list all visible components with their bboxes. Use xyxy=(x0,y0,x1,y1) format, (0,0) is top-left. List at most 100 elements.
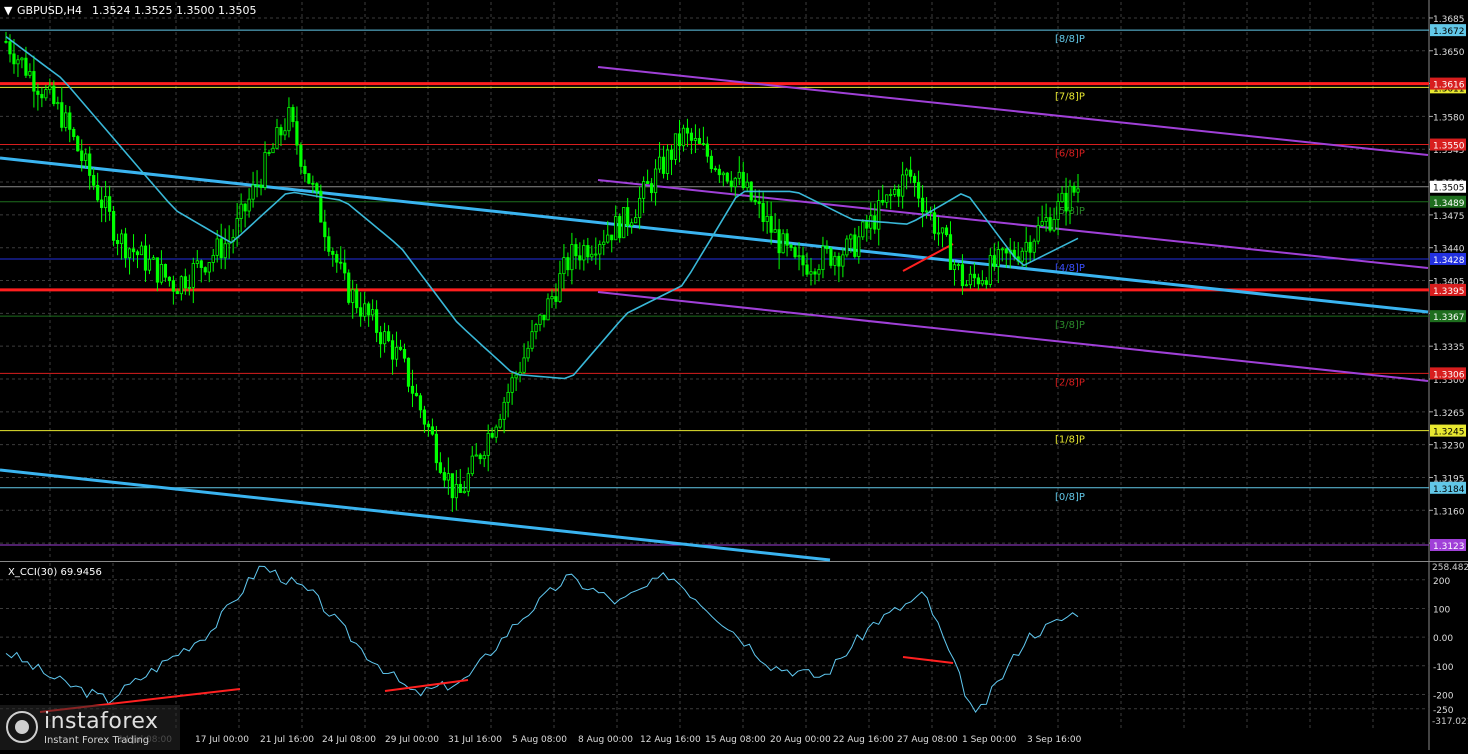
candle-body xyxy=(905,169,909,176)
candle-body xyxy=(275,127,279,149)
price-tick-label: 1.3580 xyxy=(1433,113,1465,123)
candle-body xyxy=(586,245,590,258)
moving-average-line xyxy=(5,36,1079,380)
candle-body xyxy=(546,298,550,321)
candle-body xyxy=(713,168,717,170)
candle-body xyxy=(638,197,642,218)
candle-body xyxy=(490,432,494,438)
candle-body xyxy=(562,257,566,275)
candle-body xyxy=(618,216,622,239)
price-tick-label: 1.3545 xyxy=(1433,146,1465,156)
candle-body xyxy=(211,254,215,263)
candle-body xyxy=(123,233,128,259)
time-label: 29 Jul 00:00 xyxy=(385,735,439,745)
candle-body xyxy=(343,262,347,274)
murrey-level-value: 1.3184 xyxy=(1433,485,1465,495)
candle-body xyxy=(841,254,845,267)
candle-body xyxy=(801,255,805,266)
candle-body xyxy=(526,347,530,359)
candle-body xyxy=(785,233,789,246)
candle-body xyxy=(709,155,713,169)
candle-body xyxy=(203,267,207,273)
time-label: 31 Jul 16:00 xyxy=(448,735,502,745)
candle-body xyxy=(28,71,32,76)
price-tick-label: 1.3685 xyxy=(1433,15,1465,25)
candle-body xyxy=(677,133,682,147)
time-label: 8 Aug 00:00 xyxy=(578,735,633,745)
dropdown-arrow-icon[interactable]: ▼ xyxy=(4,4,13,17)
candle-body xyxy=(936,232,941,235)
candle-body xyxy=(920,197,925,212)
time-label: 15 Aug 08:00 xyxy=(705,735,766,745)
candle-body xyxy=(673,133,678,160)
murrey-level-tag xyxy=(1430,252,1466,265)
time-label: 12 Aug 16:00 xyxy=(640,735,701,745)
murrey-level-value: 1.3306 xyxy=(1433,370,1465,380)
candle-body xyxy=(1048,217,1052,231)
candle-body xyxy=(398,346,403,350)
candle-body xyxy=(837,255,841,267)
candle-body xyxy=(940,227,945,234)
candle-body xyxy=(291,107,295,122)
candle-body xyxy=(506,391,510,403)
candle-body xyxy=(351,289,355,303)
murrey-level-tag xyxy=(1430,138,1466,151)
price-tick-label: 1.3195 xyxy=(1433,474,1465,484)
candle-body xyxy=(909,169,913,177)
candle-body xyxy=(414,392,419,397)
cci-divergence-line xyxy=(384,679,469,692)
candle-body xyxy=(359,307,363,317)
candle-body xyxy=(566,257,570,271)
candle-body xyxy=(295,121,299,146)
candle-body xyxy=(889,194,893,196)
candle-body xyxy=(207,262,211,273)
red-level-value: 1.3395 xyxy=(1433,287,1465,297)
candle-body xyxy=(865,221,869,229)
time-label: 3 Sep 16:00 xyxy=(1027,735,1082,745)
candle-body xyxy=(187,286,191,289)
candle-body xyxy=(402,349,407,359)
candle-body xyxy=(119,233,124,245)
candle-body xyxy=(622,207,626,239)
candle-body xyxy=(693,138,698,141)
candle-body xyxy=(781,233,785,254)
candle-body xyxy=(1060,192,1064,203)
time-label: 24 Jul 08:00 xyxy=(322,735,376,745)
candle-body xyxy=(733,177,737,188)
candle-body xyxy=(283,130,287,136)
channel-upper xyxy=(597,66,1429,156)
candle-body xyxy=(614,216,618,241)
candle-body xyxy=(92,175,96,186)
candle-body xyxy=(183,276,187,289)
candle-body xyxy=(538,314,542,325)
candle-body xyxy=(482,454,486,460)
murrey-level-value: 1.3367 xyxy=(1433,313,1465,323)
candle-body xyxy=(769,215,773,233)
candle-body xyxy=(948,234,953,270)
candle-body xyxy=(394,346,399,360)
symbol-label: GBPUSD,H4 xyxy=(17,4,82,17)
price-tick-label: 1.3335 xyxy=(1433,343,1465,353)
candle-body xyxy=(36,90,40,95)
candle-body xyxy=(514,374,518,379)
candle-body xyxy=(32,71,36,92)
candle-body xyxy=(422,409,427,425)
brand-name: instaforex xyxy=(44,709,159,734)
candle-body xyxy=(992,255,996,267)
candle-body xyxy=(135,251,140,256)
candle-body xyxy=(873,215,877,230)
candle-body xyxy=(251,184,255,200)
candle-body xyxy=(426,423,431,428)
candle-body xyxy=(100,199,104,209)
channel-middle xyxy=(597,179,1429,269)
candle-body xyxy=(335,254,339,263)
candle-body xyxy=(191,263,195,288)
candle-body xyxy=(550,296,554,300)
cci-divergence-line xyxy=(902,656,954,664)
chart-header: ▼ GBPUSD,H4 1.3524 1.3525 1.3500 1.3505 xyxy=(4,4,256,17)
candle-body xyxy=(797,255,801,258)
candle-body xyxy=(363,303,367,317)
candle-body xyxy=(578,255,582,261)
